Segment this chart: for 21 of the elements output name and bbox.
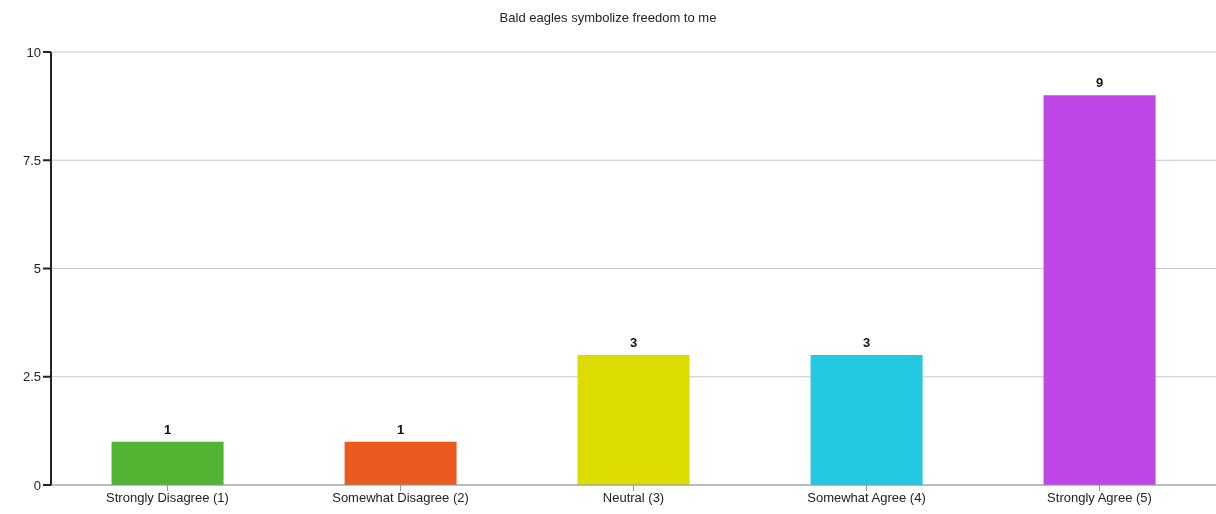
y-tick-label: 10 (26, 44, 41, 60)
y-tick-label: 5 (33, 261, 41, 277)
chart-title: Bald eagles symbolize freedom to me (498, 10, 718, 25)
bar (810, 355, 923, 485)
bar (577, 355, 690, 485)
bar (1043, 95, 1156, 485)
data-label: 9 (1095, 75, 1104, 91)
x-tick-label: Strongly Agree (5) (1047, 490, 1152, 506)
data-label: 1 (163, 421, 172, 437)
y-tick-label: 0 (33, 477, 41, 493)
data-label: 3 (629, 335, 638, 351)
y-tick-label: 7.5 (22, 152, 41, 168)
bar (344, 441, 457, 485)
y-tick-label: 2.5 (22, 369, 41, 385)
x-tick-label: Somewhat Agree (4) (807, 490, 926, 506)
x-tick-label: Neutral (3) (602, 490, 665, 506)
x-tick-label: Strongly Disagree (1) (106, 490, 229, 506)
data-label: 3 (862, 335, 871, 351)
x-tick-label: Somewhat Disagree (2) (332, 490, 469, 506)
bar (111, 441, 224, 485)
data-label: 1 (396, 421, 405, 437)
